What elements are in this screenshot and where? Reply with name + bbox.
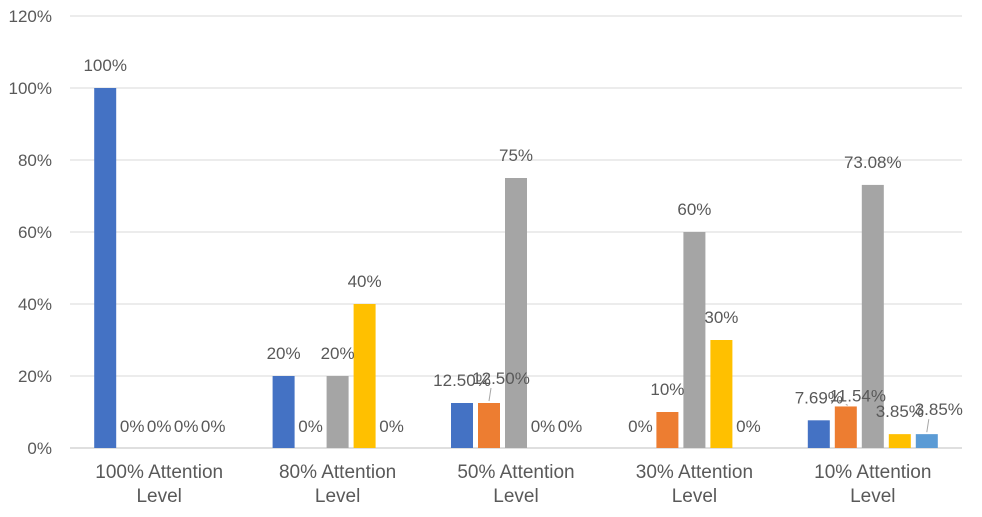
data-label: 20% xyxy=(321,344,355,363)
data-label-leader-line xyxy=(926,419,930,433)
bar xyxy=(656,412,679,448)
y-tick-label: 20% xyxy=(18,367,52,386)
bar xyxy=(683,232,706,448)
label-leader-lines xyxy=(488,387,930,433)
data-label: 0% xyxy=(201,417,226,436)
bar xyxy=(272,376,295,448)
x-category-label: 100% Attention Level xyxy=(95,462,223,507)
bar xyxy=(451,403,473,448)
y-tick-label: 40% xyxy=(18,295,52,314)
data-label: 75% xyxy=(499,146,533,165)
bar xyxy=(861,184,884,449)
bar xyxy=(505,178,527,448)
data-label: 3.85% xyxy=(876,402,924,421)
x-category-label: 50% Attention Level xyxy=(457,462,574,507)
data-label: 20% xyxy=(267,344,301,363)
data-label: 0% xyxy=(120,417,145,436)
data-label: 40% xyxy=(348,272,382,291)
x-category-label-line: Level xyxy=(493,486,538,507)
data-label: 10% xyxy=(650,380,684,399)
data-label: 60% xyxy=(677,200,711,219)
y-tick-label: 60% xyxy=(18,223,52,242)
x-category-label-line: Level xyxy=(315,486,360,507)
bars xyxy=(94,88,938,449)
data-label: 7.69% xyxy=(795,388,843,407)
bar xyxy=(710,340,733,448)
data-label: 0% xyxy=(147,417,172,436)
bar xyxy=(478,403,500,448)
data-label: 0% xyxy=(174,417,199,436)
data-labels: 100%0% 0% 0% 0%20%0%20%40%0%12.50%12.50%75%… xyxy=(83,56,962,436)
bar xyxy=(888,434,911,448)
bar xyxy=(94,88,117,448)
y-tick-label: 100% xyxy=(9,79,52,98)
x-category-label-line: 30% Attention xyxy=(636,462,753,483)
data-label: 12.50% xyxy=(472,369,530,388)
data-label: 0% xyxy=(558,417,583,436)
data-label: 30% xyxy=(704,308,738,327)
x-category-label-line: Level xyxy=(672,486,717,507)
y-axis-tick-labels: 0% 20% 40% 60% 80% 100% 120% xyxy=(9,7,52,458)
data-label: 0% xyxy=(298,417,323,436)
y-tick-label: 80% xyxy=(18,151,52,170)
bar xyxy=(353,304,376,448)
bar xyxy=(807,420,830,448)
data-label: 12.50% xyxy=(433,371,491,390)
x-category-label: 80% Attention Level xyxy=(279,462,396,507)
x-category-label: 10% Attention Level xyxy=(814,462,931,507)
data-label: 11.54% xyxy=(830,386,886,405)
x-category-label-line: Level xyxy=(850,486,895,507)
data-label-leader-line xyxy=(488,387,492,402)
bar xyxy=(834,406,857,448)
x-category-label: 30% Attention Level xyxy=(636,462,753,507)
x-category-label-line: Level xyxy=(136,486,181,507)
y-tick-label: 120% xyxy=(9,7,52,26)
data-label: 0% xyxy=(628,417,653,436)
bar xyxy=(915,434,938,448)
data-label: 0% xyxy=(379,417,404,436)
data-label: 100% xyxy=(83,56,126,75)
x-category-label-line: 10% Attention xyxy=(814,462,931,483)
data-label-leader-line xyxy=(845,403,848,406)
bar xyxy=(326,376,349,448)
data-label: 3.85% xyxy=(915,400,963,419)
x-category-label-line: 50% Attention xyxy=(457,462,574,483)
data-label: 0% xyxy=(736,417,761,436)
x-category-label-line: 80% Attention xyxy=(279,462,396,483)
data-label: 0% xyxy=(531,417,556,436)
x-category-label-line: 100% Attention xyxy=(95,462,223,483)
data-label: 73.08% xyxy=(844,153,902,172)
y-tick-label: 0% xyxy=(27,439,52,458)
